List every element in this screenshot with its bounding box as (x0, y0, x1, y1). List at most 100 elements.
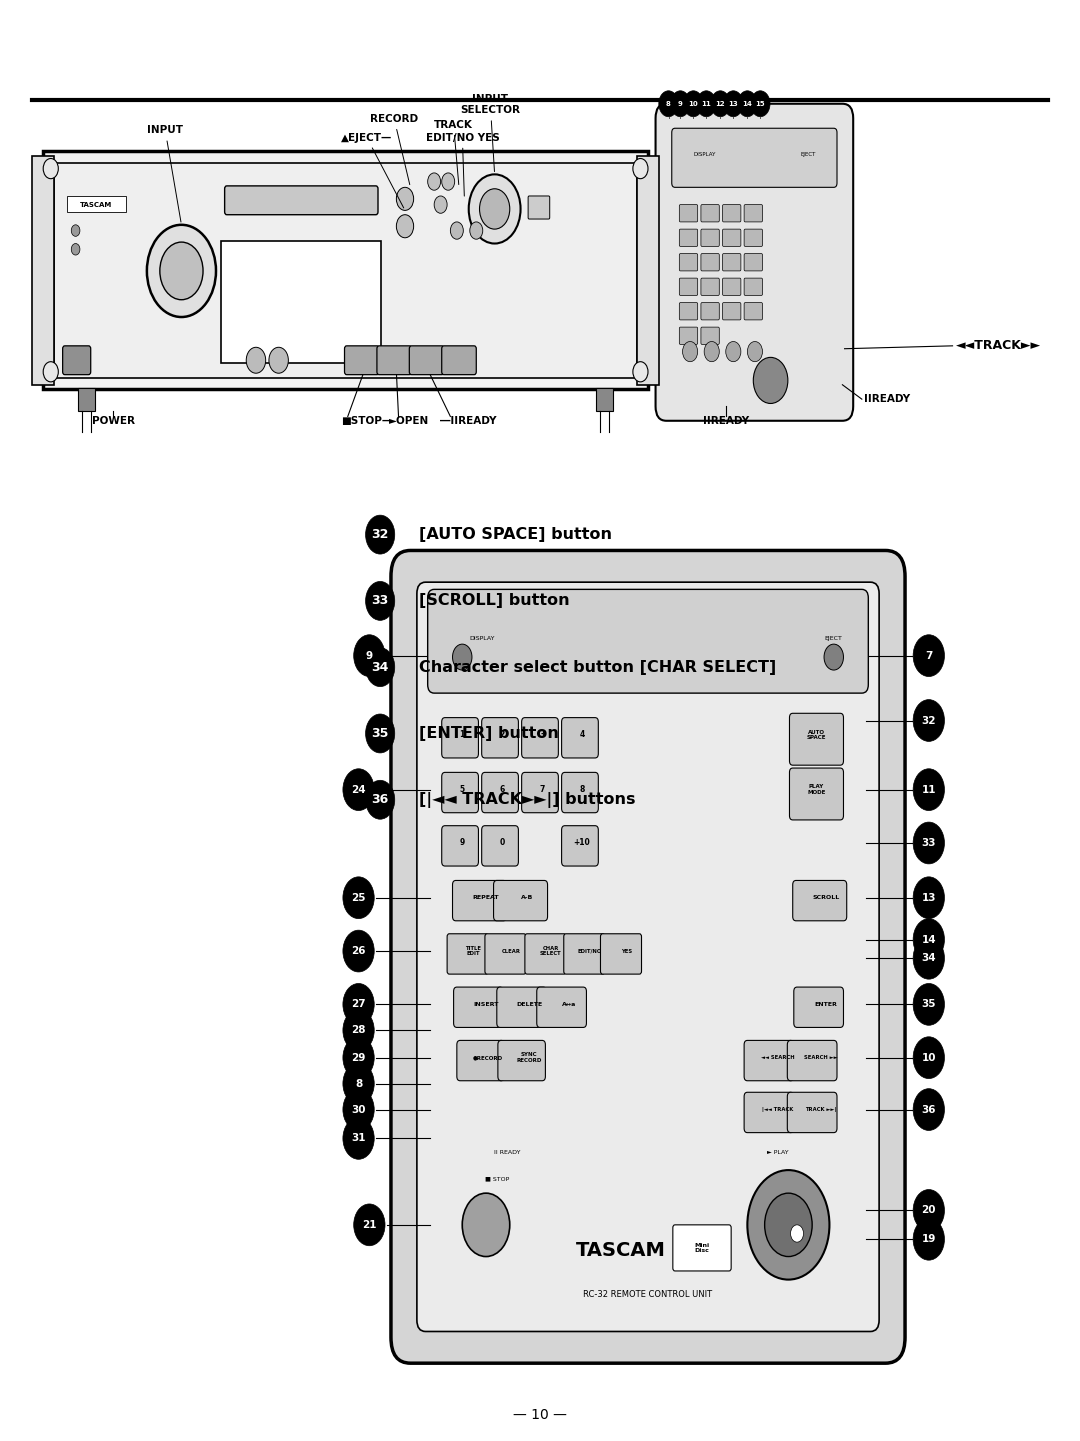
Text: 33: 33 (921, 839, 936, 847)
Circle shape (470, 222, 483, 239)
Text: EJECT: EJECT (800, 151, 815, 157)
Text: [|◄◄ TRACK►►|] buttons: [|◄◄ TRACK►►|] buttons (419, 791, 635, 808)
Circle shape (738, 91, 757, 117)
FancyBboxPatch shape (453, 880, 507, 921)
Circle shape (914, 1038, 944, 1078)
Circle shape (462, 1193, 510, 1257)
Text: 14: 14 (921, 935, 936, 944)
Circle shape (343, 876, 375, 919)
FancyBboxPatch shape (672, 128, 837, 187)
Text: 25: 25 (351, 893, 366, 902)
FancyBboxPatch shape (537, 987, 586, 1027)
FancyBboxPatch shape (789, 768, 843, 820)
Text: 32: 32 (372, 527, 389, 542)
Circle shape (343, 1010, 375, 1052)
FancyBboxPatch shape (442, 346, 476, 375)
FancyBboxPatch shape (485, 934, 526, 974)
Circle shape (659, 91, 678, 117)
FancyBboxPatch shape (656, 104, 853, 421)
FancyBboxPatch shape (793, 880, 847, 921)
Circle shape (428, 173, 441, 190)
Text: ▲EJECT—: ▲EJECT— (341, 133, 404, 208)
Text: 15: 15 (756, 101, 765, 107)
FancyBboxPatch shape (43, 151, 648, 389)
FancyBboxPatch shape (78, 388, 95, 411)
Text: CLEAR: CLEAR (501, 948, 521, 954)
Circle shape (747, 342, 762, 362)
Text: — 10 —: — 10 — (513, 1408, 567, 1422)
Circle shape (43, 362, 58, 382)
Circle shape (365, 648, 395, 687)
Circle shape (147, 225, 216, 317)
Circle shape (754, 357, 788, 403)
Circle shape (914, 1190, 944, 1231)
FancyBboxPatch shape (562, 772, 598, 813)
FancyBboxPatch shape (391, 550, 905, 1363)
FancyBboxPatch shape (417, 582, 879, 1331)
Text: 24: 24 (351, 785, 366, 794)
Text: 11: 11 (921, 785, 936, 794)
Text: 28: 28 (351, 1026, 366, 1035)
FancyBboxPatch shape (787, 1092, 837, 1133)
Text: 34: 34 (372, 660, 389, 674)
Text: 10: 10 (921, 1053, 936, 1062)
FancyBboxPatch shape (442, 772, 478, 813)
FancyBboxPatch shape (447, 934, 488, 974)
Text: DISPLAY: DISPLAY (470, 635, 496, 641)
FancyBboxPatch shape (345, 346, 379, 375)
Circle shape (724, 91, 743, 117)
Text: RECORD: RECORD (370, 114, 418, 184)
FancyBboxPatch shape (596, 388, 613, 411)
FancyBboxPatch shape (723, 278, 741, 295)
FancyBboxPatch shape (225, 186, 378, 215)
Text: ●RECORD: ●RECORD (473, 1055, 503, 1061)
Text: INPUT
SELECTOR: INPUT SELECTOR (460, 94, 521, 171)
FancyBboxPatch shape (457, 1040, 504, 1081)
Circle shape (343, 769, 375, 810)
Text: EJECT: EJECT (824, 635, 842, 641)
Text: TRACK ►►|: TRACK ►►| (806, 1107, 836, 1112)
Text: 27: 27 (351, 1000, 366, 1009)
Text: POWER: POWER (92, 416, 135, 427)
Text: CHAR
SELECT: CHAR SELECT (540, 945, 562, 957)
FancyBboxPatch shape (482, 772, 518, 813)
Text: DELETE: DELETE (516, 1001, 542, 1007)
FancyBboxPatch shape (723, 254, 741, 271)
Text: 19: 19 (921, 1235, 936, 1244)
FancyBboxPatch shape (63, 346, 91, 375)
Circle shape (442, 173, 455, 190)
Circle shape (434, 196, 447, 213)
FancyBboxPatch shape (32, 156, 54, 385)
FancyBboxPatch shape (497, 987, 546, 1027)
Text: EDIT/NO YES: EDIT/NO YES (426, 133, 499, 196)
FancyBboxPatch shape (701, 205, 719, 222)
Text: 20: 20 (921, 1206, 936, 1215)
Circle shape (365, 715, 395, 752)
Circle shape (914, 876, 944, 919)
Text: 26: 26 (351, 947, 366, 955)
FancyBboxPatch shape (723, 205, 741, 222)
Text: EDIT/NO: EDIT/NO (578, 948, 602, 954)
Text: ►OPEN: ►OPEN (389, 416, 429, 427)
FancyBboxPatch shape (525, 934, 566, 974)
Circle shape (704, 342, 719, 362)
Text: PLAY
MODE: PLAY MODE (807, 784, 826, 795)
Circle shape (343, 1089, 375, 1130)
Circle shape (824, 644, 843, 670)
Text: SEARCH ►►: SEARCH ►► (804, 1055, 838, 1061)
Text: TASCAM: TASCAM (80, 202, 112, 208)
Circle shape (765, 1193, 812, 1257)
Text: SCROLL: SCROLL (812, 895, 840, 901)
FancyBboxPatch shape (701, 278, 719, 295)
Circle shape (671, 91, 690, 117)
FancyBboxPatch shape (723, 303, 741, 320)
Circle shape (71, 225, 80, 236)
Text: 7: 7 (540, 785, 544, 794)
Text: 0: 0 (500, 839, 504, 847)
FancyBboxPatch shape (600, 934, 642, 974)
Circle shape (246, 347, 266, 373)
Text: 9: 9 (366, 651, 373, 660)
FancyBboxPatch shape (428, 589, 868, 693)
Text: 36: 36 (372, 793, 389, 807)
Text: 12: 12 (716, 101, 725, 107)
